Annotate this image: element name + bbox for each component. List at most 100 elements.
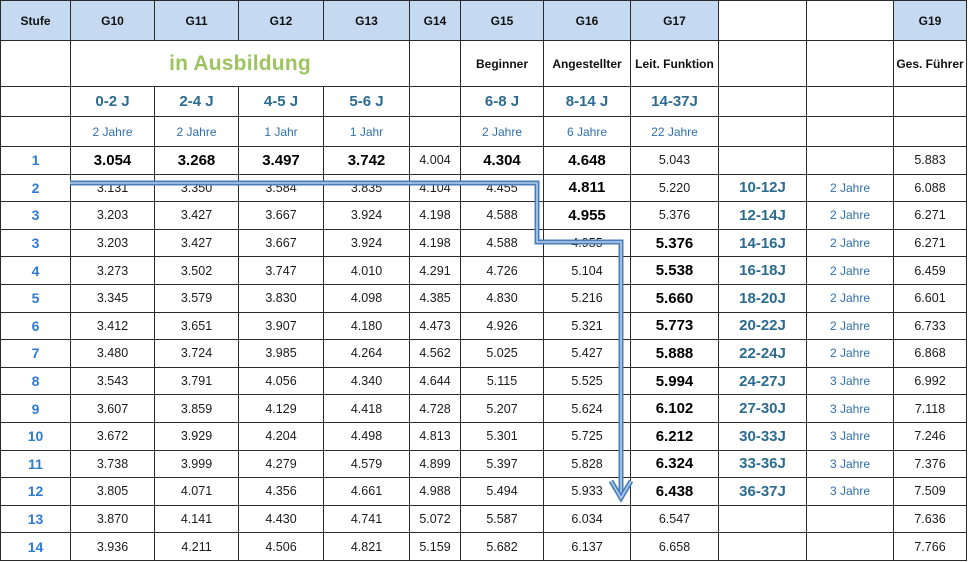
column-header-stufe: Stufe <box>1 1 71 41</box>
salary-cell: 6.034 <box>544 505 631 533</box>
stufe-number: 6 <box>1 312 71 340</box>
experience-range-cell: 0-2 J <box>71 87 155 117</box>
salary-cell: 4.279 <box>239 450 324 478</box>
experience-range-cell: 8-14 J <box>544 87 631 117</box>
salary-cell: 4.926 <box>461 312 544 340</box>
stufe-number: 9 <box>1 395 71 423</box>
duration-cell: 2 Jahre <box>461 117 544 147</box>
span-duration-cell: 2 Jahre <box>807 174 894 202</box>
empty-cell <box>1 87 71 117</box>
g19-salary-cell: 7.376 <box>894 450 967 478</box>
column-header-g10: G10 <box>71 1 155 41</box>
salary-cell: 5.725 <box>544 422 631 450</box>
salary-cell: 4.418 <box>324 395 410 423</box>
salary-cell: 4.588 <box>461 202 544 230</box>
salary-cell: 4.726 <box>461 257 544 285</box>
column-header-blank <box>807 1 894 41</box>
empty-cell <box>1 117 71 147</box>
highlighted-salary-cell: 6.438 <box>631 478 719 506</box>
empty-cell <box>807 505 894 533</box>
experience-row: 0-2 J 2-4 J 4-5 J 5-6 J 6-8 J 8-14 J 14-… <box>1 87 967 117</box>
stufe-number: 12 <box>1 478 71 506</box>
salary-cell: 5.624 <box>544 395 631 423</box>
highlighted-salary-cell: 5.660 <box>631 284 719 312</box>
salary-cell: 3.672 <box>71 422 155 450</box>
salary-cell: 3.835 <box>324 174 410 202</box>
salary-cell: 5.043 <box>631 147 719 175</box>
empty-cell <box>719 533 807 561</box>
salary-cell: 6.658 <box>631 533 719 561</box>
empty-cell <box>719 87 807 117</box>
salary-cell: 5.301 <box>461 422 544 450</box>
salary-cell: 3.924 <box>324 202 410 230</box>
salary-cell: 4.198 <box>410 202 461 230</box>
salary-cell: 4.356 <box>239 478 324 506</box>
g19-salary-cell: 7.118 <box>894 395 967 423</box>
salary-row: 11 3.738 3.999 4.279 4.579 4.899 5.397 5.828 6.3… <box>1 450 967 478</box>
salary-cell: 4.198 <box>410 229 461 257</box>
salary-cell: 4.661 <box>324 478 410 506</box>
stufe-number: 7 <box>1 340 71 368</box>
salary-cell: 5.427 <box>544 340 631 368</box>
duration-row: 2 Jahre 2 Jahre 1 Jahr 1 Jahr 2 Jahre 6 … <box>1 117 967 147</box>
empty-cell <box>719 505 807 533</box>
span-duration-cell: 3 Jahre <box>807 395 894 423</box>
seniority-span-cell: 18-20J <box>719 284 807 312</box>
header-row: Stufe G10 G11 G12 G13 G14 G15 G16 G17 G1… <box>1 1 967 41</box>
highlighted-salary-cell: 4.304 <box>461 147 544 175</box>
span-duration-cell: 3 Jahre <box>807 478 894 506</box>
highlighted-salary-cell: 4.811 <box>544 174 631 202</box>
stufe-number: 3 <box>1 229 71 257</box>
salary-cell: 3.203 <box>71 229 155 257</box>
g19-salary-cell: 6.868 <box>894 340 967 368</box>
seniority-span-cell: 27-30J <box>719 395 807 423</box>
g19-salary-cell: 6.271 <box>894 202 967 230</box>
salary-cell: 4.004 <box>410 147 461 175</box>
salary-cell: 4.385 <box>410 284 461 312</box>
salary-cell: 4.211 <box>155 533 239 561</box>
stufe-number: 1 <box>1 147 71 175</box>
empty-cell <box>410 41 461 87</box>
stufe-number: 13 <box>1 505 71 533</box>
salary-cell: 5.494 <box>461 478 544 506</box>
empty-cell <box>894 87 967 117</box>
empty-cell <box>807 117 894 147</box>
salary-cell: 5.104 <box>544 257 631 285</box>
salary-cell: 3.985 <box>239 340 324 368</box>
salary-cell: 3.427 <box>155 229 239 257</box>
salary-cell: 3.607 <box>71 395 155 423</box>
highlighted-salary-cell: 3.742 <box>324 147 410 175</box>
salary-cell: 3.805 <box>71 478 155 506</box>
salary-cell: 5.682 <box>461 533 544 561</box>
column-header-g16: G16 <box>544 1 631 41</box>
salary-cell: 6.547 <box>631 505 719 533</box>
highlighted-salary-cell: 5.538 <box>631 257 719 285</box>
salary-row: 14 3.936 4.211 4.506 4.821 5.159 5.682 6.137 6.6… <box>1 533 967 561</box>
g19-salary-cell: 7.636 <box>894 505 967 533</box>
stufe-number: 5 <box>1 284 71 312</box>
salary-cell: 4.498 <box>324 422 410 450</box>
highlighted-salary-cell: 3.268 <box>155 147 239 175</box>
experience-range-cell: 4-5 J <box>239 87 324 117</box>
g19-salary-cell: 5.883 <box>894 147 967 175</box>
seniority-span-cell: 36-37J <box>719 478 807 506</box>
stufe-number: 8 <box>1 367 71 395</box>
column-header-g12: G12 <box>239 1 324 41</box>
salary-row: 3 3.203 3.427 3.667 3.924 4.198 4.588 4.955 5.37… <box>1 202 967 230</box>
span-duration-cell: 2 Jahre <box>807 340 894 368</box>
experience-range-cell: 6-8 J <box>461 87 544 117</box>
salary-cell: 4.204 <box>239 422 324 450</box>
salary-cell: 3.667 <box>239 202 324 230</box>
empty-cell <box>894 117 967 147</box>
span-duration-cell: 2 Jahre <box>807 284 894 312</box>
salary-cell: 3.999 <box>155 450 239 478</box>
salary-cell: 4.728 <box>410 395 461 423</box>
category-angestellter: Angestellter <box>544 41 631 87</box>
salary-row: 10 3.672 3.929 4.204 4.498 4.813 5.301 5.725 6.2… <box>1 422 967 450</box>
salary-cell: 3.131 <box>71 174 155 202</box>
seniority-span-cell: 10-12J <box>719 174 807 202</box>
salary-cell: 4.741 <box>324 505 410 533</box>
stufe-number: 3 <box>1 202 71 230</box>
highlighted-salary-cell: 4.648 <box>544 147 631 175</box>
duration-cell: 2 Jahre <box>71 117 155 147</box>
